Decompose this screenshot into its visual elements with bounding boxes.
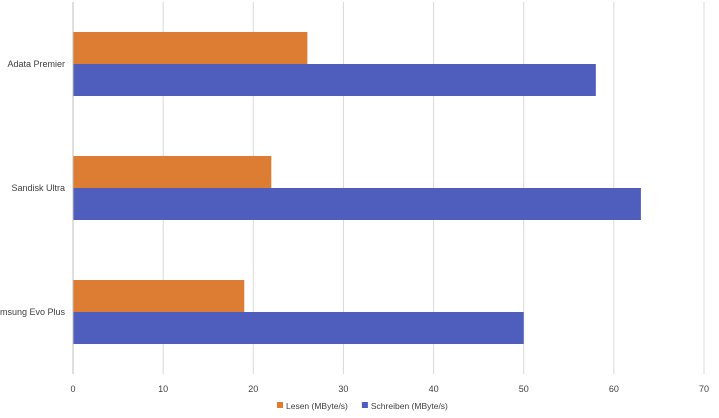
bar-lesen-adata-premier [73, 32, 308, 64]
bar-schreiben-samsung-evo-plus [73, 312, 524, 344]
bar-schreiben-sandisk-ultra [73, 188, 641, 220]
bars [73, 32, 641, 344]
x-tick-label-30: 30 [338, 384, 348, 394]
legend-swatch-lesen [277, 402, 283, 408]
bar-lesen-samsung-evo-plus [73, 280, 245, 312]
legend-label-lesen: Lesen (MByte/s) [286, 401, 348, 411]
x-tick-label-20: 20 [248, 384, 258, 394]
category-label-sandisk-ultra: Sandisk Ultra [11, 183, 65, 193]
x-tick-label-70: 70 [699, 384, 709, 394]
x-tick-label-60: 60 [609, 384, 619, 394]
x-tick-label-10: 10 [158, 384, 168, 394]
x-tick-label-50: 50 [519, 384, 529, 394]
legend: Lesen (MByte/s) Schreiben (MByte/s) [277, 401, 448, 411]
category-label-samsung-evo-plus: Samsung Evo Plus [0, 307, 65, 317]
category-label-adata-premier: Adata Premier [7, 59, 65, 69]
x-tick-label-40: 40 [429, 384, 439, 394]
legend-swatch-schreiben [361, 402, 368, 408]
bar-lesen-sandisk-ultra [73, 156, 272, 188]
legend-label-schreiben: Schreiben (MByte/s) [371, 401, 448, 411]
axes: 0 10 20 30 40 50 60 70 Adata Premier Sandisk Ultr… [0, 2, 709, 394]
x-tick-label-0: 0 [70, 384, 75, 394]
bar-schreiben-adata-premier [73, 64, 596, 96]
